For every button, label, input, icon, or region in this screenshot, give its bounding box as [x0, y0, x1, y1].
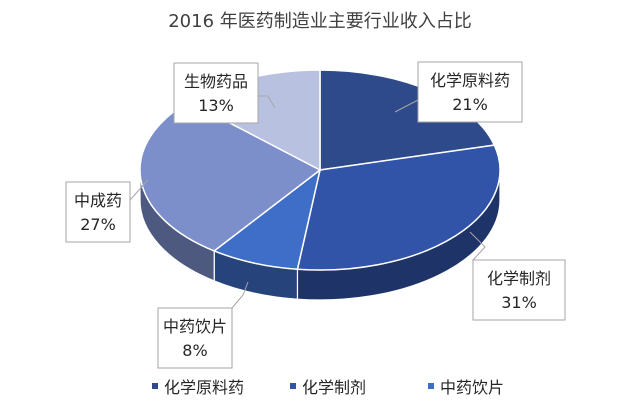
- legend-swatch: [152, 383, 158, 389]
- callout-box: [157, 307, 233, 369]
- callout-box: [472, 259, 566, 321]
- leader-line: [469, 231, 486, 261]
- slice-value-label: 31%: [501, 293, 537, 312]
- slice-callouts: 化学原料药 21% 化学制剂 31% 中药饮片 8% 中成药 27% 生物药品 13%: [65, 61, 566, 369]
- slice-name-label: 化学制剂: [487, 269, 551, 288]
- slice-name-label: 中成药: [74, 191, 122, 210]
- legend-label: 化学原料药: [164, 378, 244, 397]
- legend-swatch: [290, 383, 296, 389]
- legend-swatch: [428, 383, 434, 389]
- slice-name-label: 生物药品: [184, 72, 248, 91]
- slice-name-label: 化学原料药: [430, 71, 510, 90]
- leader-line: [258, 95, 276, 109]
- pie-slice-1: [296, 144, 501, 271]
- legend-item-2: 中药饮片: [428, 378, 504, 397]
- legend-item-1: 化学制剂: [290, 378, 366, 397]
- callout-1: 化学制剂 31%: [469, 231, 566, 321]
- leader-line: [129, 179, 149, 201]
- callout-0: 化学原料药 21%: [394, 61, 523, 123]
- callout-box: [173, 62, 259, 124]
- pie-slice-2: [212, 168, 322, 271]
- pie-sides: [139, 169, 501, 301]
- legend: 化学原料药 化学制剂 中药饮片: [152, 378, 504, 397]
- callout-3: 中成药 27%: [65, 179, 149, 243]
- callout-2: 中药饮片 8%: [157, 281, 249, 369]
- slice-name-label: 中药饮片: [163, 317, 227, 336]
- slice-value-label: 27%: [80, 215, 116, 234]
- chart-title: 2016 年医药制造业主要行业收入占比: [168, 11, 472, 32]
- slice-value-label: 13%: [198, 96, 234, 115]
- pie-slice-3: [139, 100, 322, 252]
- callout-box: [417, 61, 523, 123]
- callout-box: [65, 181, 131, 243]
- leader-line: [231, 281, 249, 309]
- callout-4: 生物药品 13%: [173, 62, 276, 124]
- legend-item-0: 化学原料药: [152, 378, 244, 397]
- leader-line: [394, 99, 419, 113]
- slice-value-label: 21%: [452, 95, 488, 114]
- legend-label: 化学制剂: [302, 378, 366, 397]
- legend-label: 中药饮片: [440, 378, 504, 397]
- slice-value-label: 8%: [182, 341, 207, 360]
- pie-slices: [139, 69, 501, 271]
